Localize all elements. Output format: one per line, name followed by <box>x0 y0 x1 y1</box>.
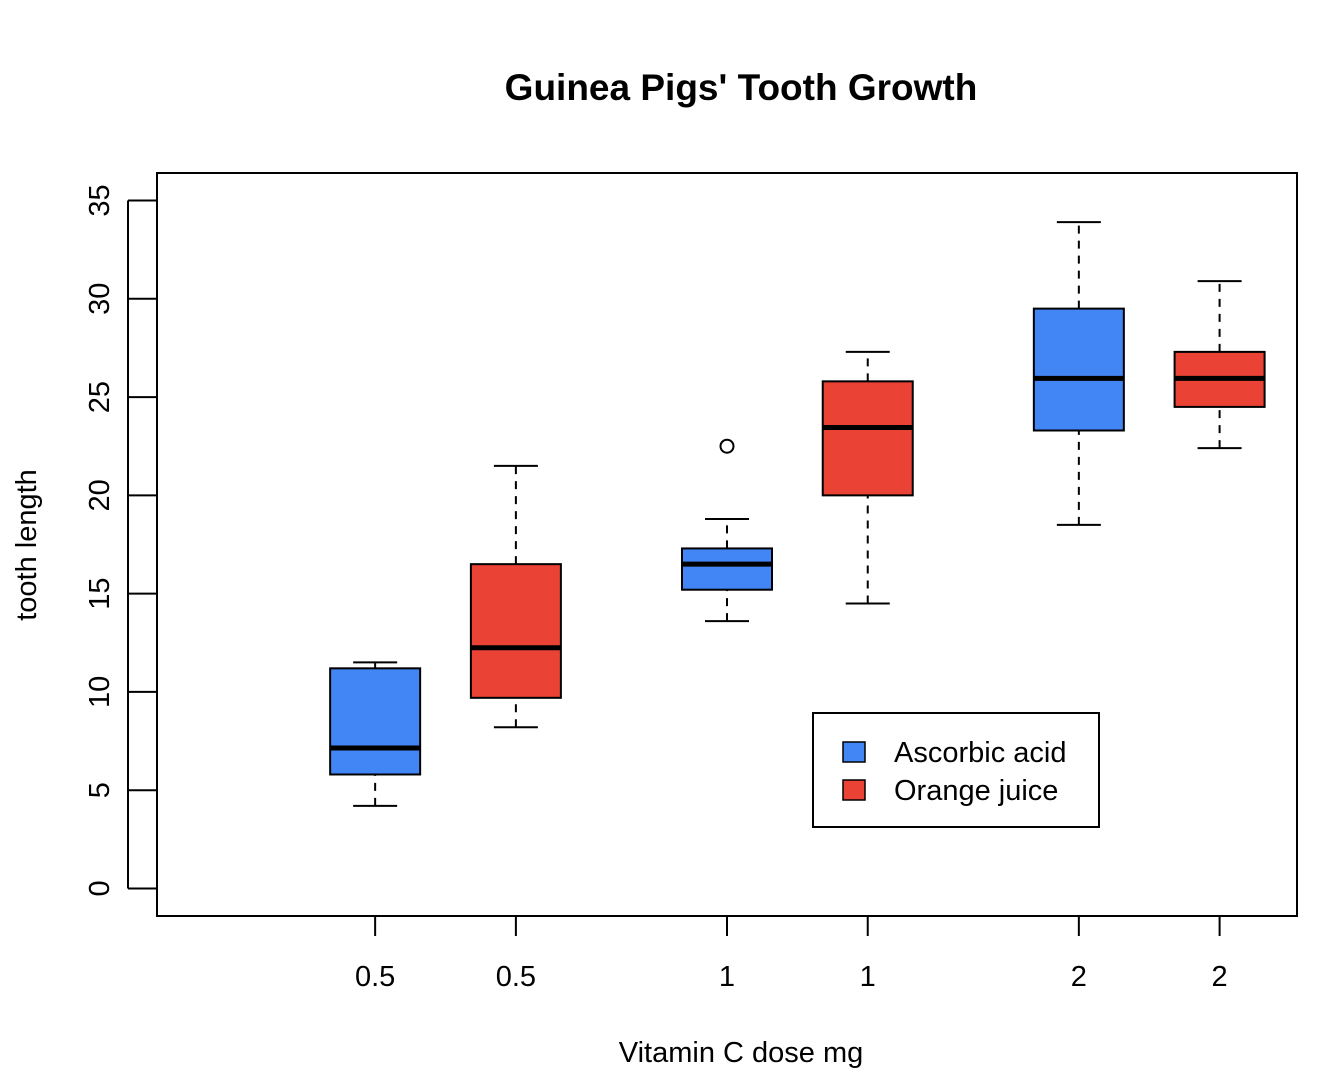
x-tick-label: 2 <box>1212 961 1228 993</box>
outlier-point <box>719 438 735 454</box>
legend-label: Ascorbic acid <box>894 737 1066 769</box>
legend: Ascorbic acid Orange juice <box>812 712 1100 828</box>
legend-swatch <box>842 741 866 763</box>
iqr-box <box>1032 307 1125 432</box>
iqr-box <box>681 547 773 591</box>
box-ascorbic-acid-2 <box>1032 221 1125 526</box>
box-orange-juice-2 <box>1173 280 1266 450</box>
y-tick-label: 10 <box>84 676 116 708</box>
iqr-box <box>329 667 422 776</box>
x-tick-label: 0.5 <box>496 961 536 993</box>
boxes <box>329 221 1266 807</box>
x-tick-label: 1 <box>719 961 735 993</box>
legend-label: Orange juice <box>894 775 1058 807</box>
iqr-box <box>821 380 914 497</box>
x-axis-label: Vitamin C dose mg <box>619 1037 863 1069</box>
legend-box <box>812 712 1100 828</box>
y-tick-label: 25 <box>84 381 116 413</box>
y-axis: 0 5 10 15 20 25 30 35 <box>84 184 156 897</box>
y-tick-label: 35 <box>84 184 116 216</box>
x-tick-label: 0.5 <box>355 961 395 993</box>
box-ascorbic-acid-0.5 <box>329 661 422 807</box>
iqr-box <box>469 563 562 699</box>
x-axis: 0.5 0.5 1 1 2 2 <box>355 915 1228 993</box>
legend-swatch <box>842 779 866 801</box>
box-ascorbic-acid-1 <box>681 438 773 623</box>
y-tick-label: 0 <box>84 880 116 896</box>
x-tick-label: 2 <box>1071 961 1087 993</box>
y-tick-label: 20 <box>84 479 116 511</box>
y-tick-label: 30 <box>84 283 116 315</box>
box-orange-juice-0.5 <box>469 464 562 729</box>
y-tick-label: 15 <box>84 578 116 610</box>
y-tick-label: 5 <box>84 782 116 798</box>
box-orange-juice-1 <box>821 350 914 605</box>
x-tick-label: 1 <box>860 961 876 993</box>
chart-title: Guinea Pigs' Tooth Growth <box>505 67 978 108</box>
y-axis-label: tooth length <box>11 469 43 621</box>
